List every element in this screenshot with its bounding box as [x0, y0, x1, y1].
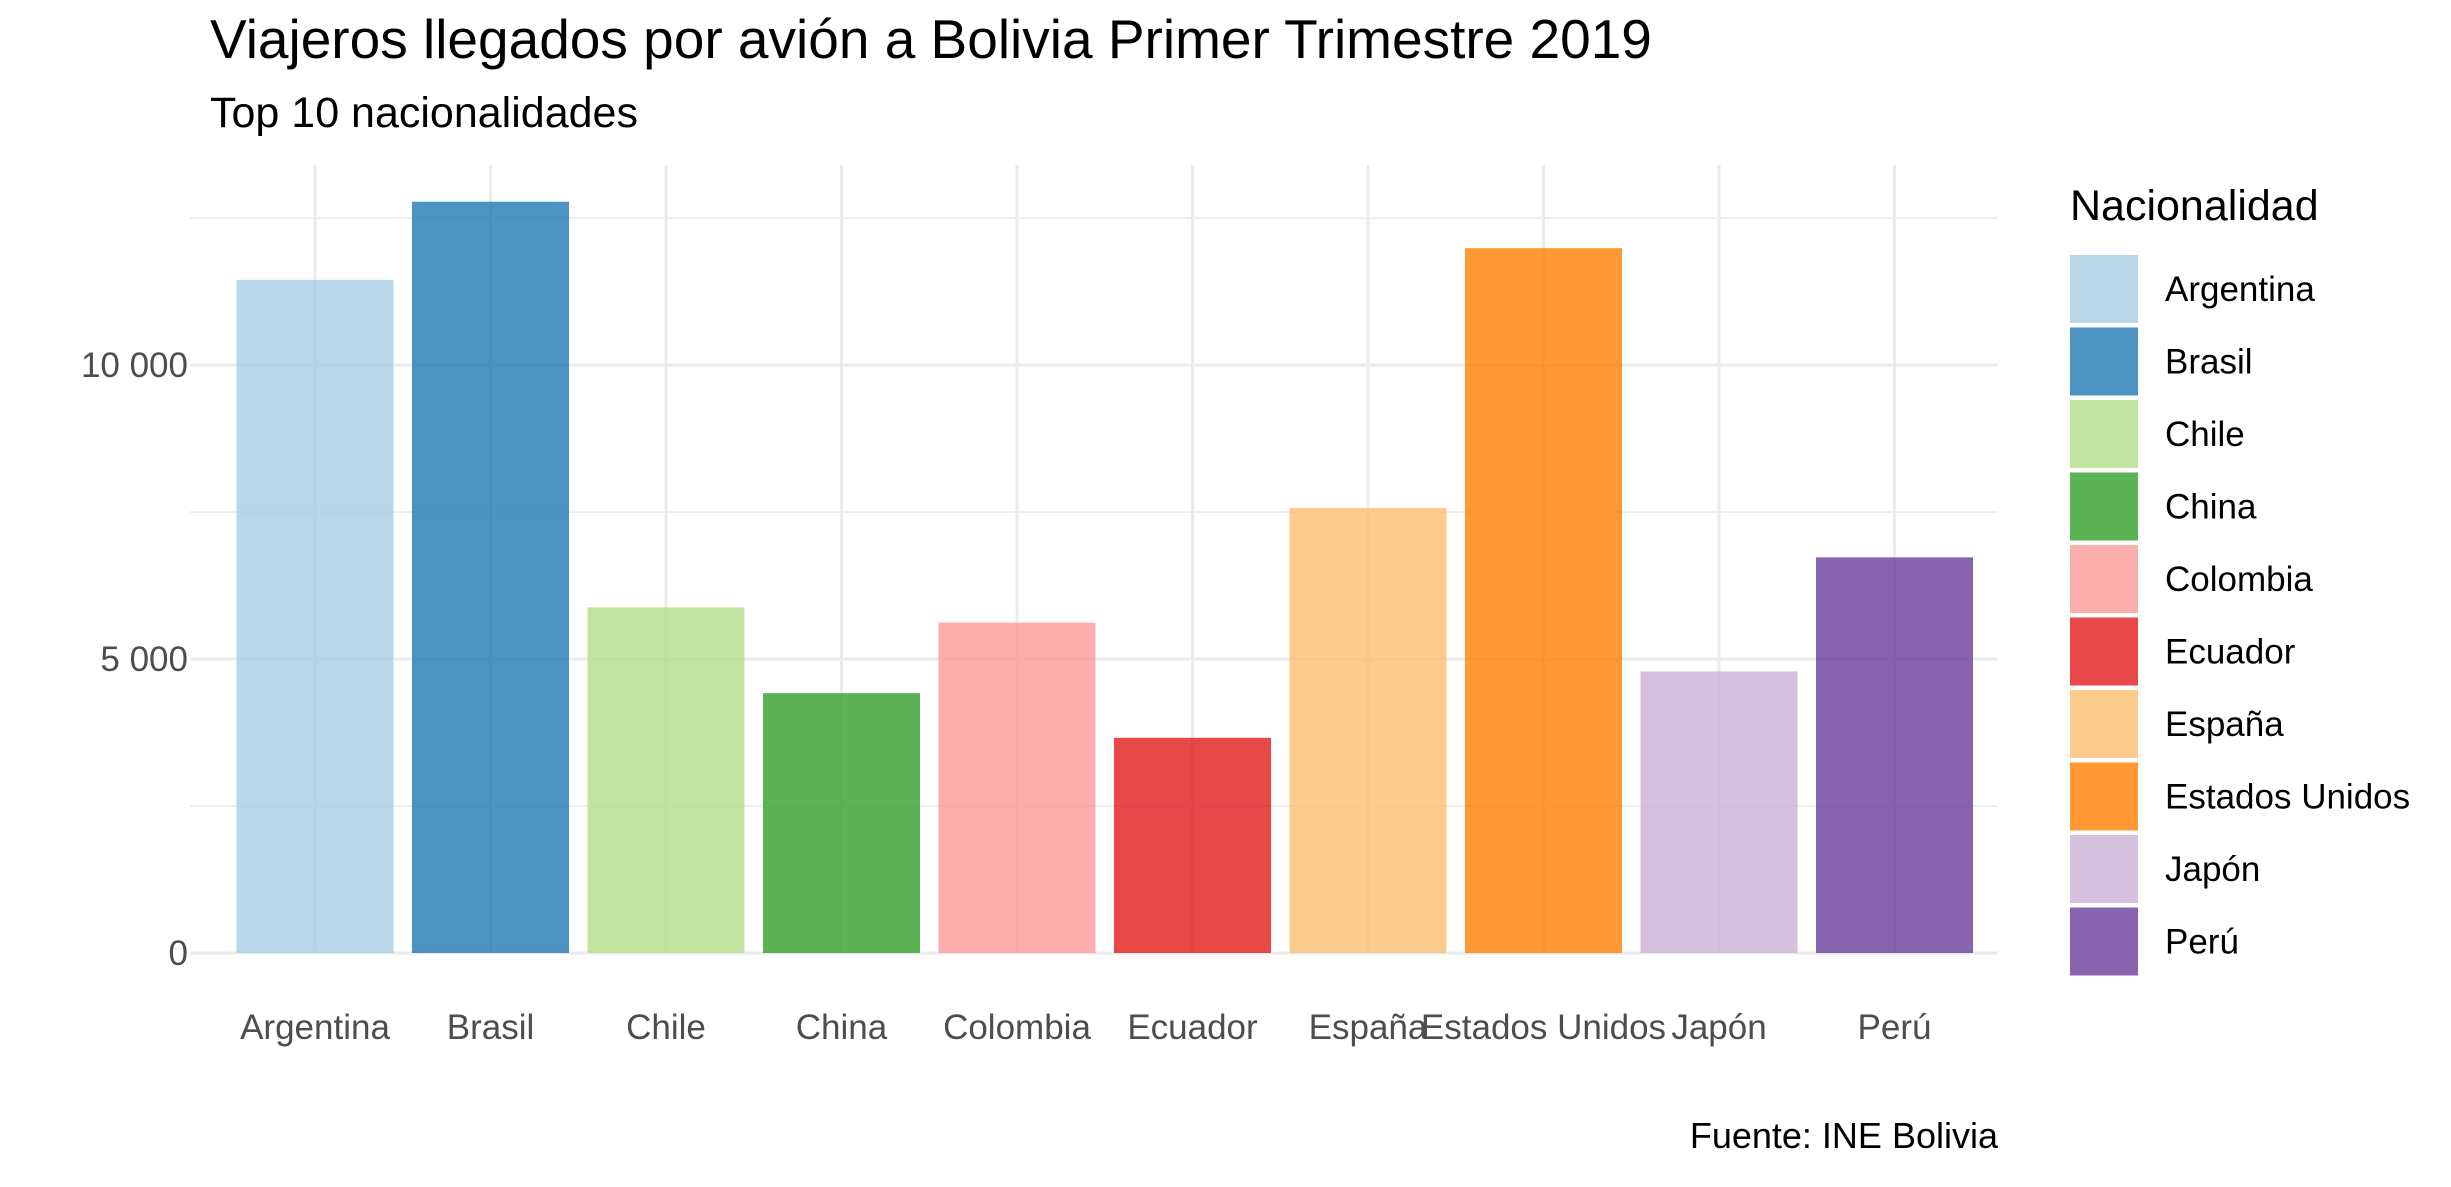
legend-key — [2070, 690, 2138, 758]
y-tick-label: 0 — [169, 934, 188, 973]
bar-perú — [1816, 557, 1973, 953]
bars — [236, 201, 1973, 954]
legend-key — [2070, 255, 2138, 323]
bar-ecuador — [1114, 737, 1271, 953]
chart-caption: Fuente: INE Bolivia — [1690, 1115, 1999, 1156]
legend-key — [2070, 835, 2138, 903]
legend-label: Colombia — [2165, 560, 2313, 599]
x-tick-label: Ecuador — [1127, 1008, 1258, 1047]
legend-key — [2070, 762, 2138, 831]
bar-colombia — [938, 622, 1096, 953]
chart-subtitle: Top 10 nacionalidades — [210, 89, 638, 137]
legend-key — [2070, 327, 2138, 396]
legend-label: Brasil — [2165, 343, 2253, 382]
x-tick-label: Argentina — [240, 1008, 390, 1047]
legend-title: Nacionalidad — [2070, 182, 2319, 230]
bar-españa — [1289, 507, 1447, 953]
x-tick-label: Colombia — [943, 1008, 1091, 1047]
x-tick-label: Estados Unidos — [1421, 1008, 1666, 1047]
bar-brasil — [412, 201, 569, 954]
bar-argentina — [236, 279, 394, 954]
bar-china — [763, 693, 920, 953]
x-tick-label: España — [1309, 1008, 1428, 1047]
axes: 0 5 000 10 000 Argentina Brasil Chile China Col… — [81, 346, 1932, 1047]
legend-label: Estados Unidos — [2165, 778, 2410, 817]
legend-label: Chile — [2165, 415, 2245, 454]
legend-label: Argentina — [2165, 270, 2315, 309]
bar-estados-unidos — [1465, 248, 1622, 953]
legend-key — [2070, 545, 2138, 613]
y-tick-label: 5 000 — [100, 640, 188, 679]
x-tick-label: Chile — [626, 1008, 706, 1047]
bar-chile — [587, 607, 745, 953]
bar-japón — [1640, 671, 1798, 953]
legend-label: Ecuador — [2165, 633, 2296, 672]
legend: Nacionalidad Argentina Brasil Chile China Col… — [2070, 182, 2410, 976]
legend-key — [2070, 400, 2138, 468]
legend-label: China — [2165, 488, 2257, 527]
x-tick-label: Perú — [1858, 1008, 1932, 1047]
legend-label: Perú — [2165, 923, 2239, 962]
y-tick-label: 10 000 — [81, 346, 188, 385]
legend-key — [2070, 472, 2138, 541]
legend-label: Japón — [2165, 850, 2260, 889]
legend-key — [2070, 617, 2138, 686]
chart-title: Viajeros llegados por avión a Bolivia Pr… — [210, 8, 1652, 70]
legend-key — [2070, 907, 2138, 976]
x-tick-label: China — [796, 1008, 888, 1047]
legend-label: España — [2165, 705, 2284, 744]
x-tick-label: Japón — [1671, 1008, 1766, 1047]
x-tick-label: Brasil — [447, 1008, 535, 1047]
